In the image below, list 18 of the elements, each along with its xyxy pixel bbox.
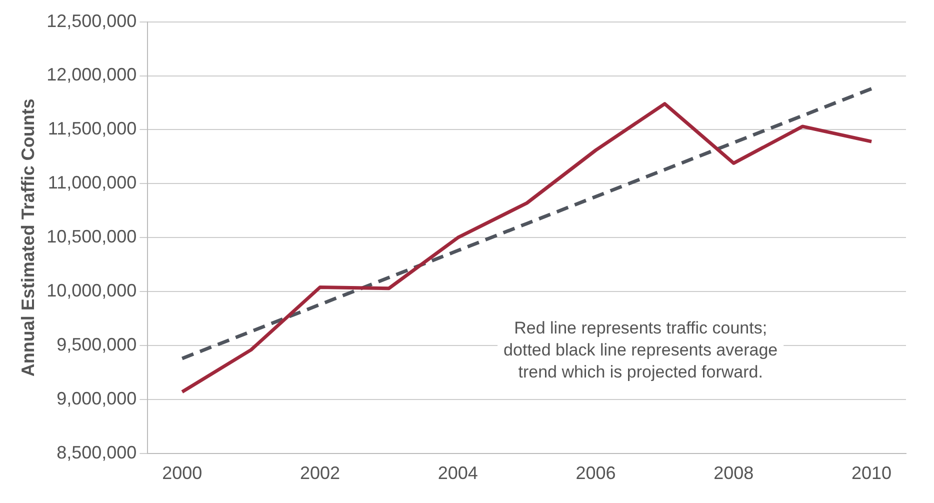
- x-tick-label: 2006: [576, 463, 616, 484]
- y-tick-label: 8,500,000: [56, 442, 137, 462]
- y-tick-label: 10,500,000: [46, 226, 137, 247]
- x-tick-label: 2010: [852, 463, 892, 484]
- y-tick-label: 9,000,000: [56, 388, 137, 408]
- y-tick-label: 12,500,000: [46, 10, 137, 31]
- x-tick-label: 2002: [300, 463, 340, 484]
- y-tick-label: 10,000,000: [46, 280, 137, 301]
- y-tick-label: 11,000,000: [48, 172, 137, 193]
- annotation: Red line represents traffic counts; dotted black line represents average trend which is projected forward.: [504, 318, 778, 382]
- x-tick-label: 2000: [162, 463, 202, 484]
- y-tick-label: 11,500,000: [48, 118, 137, 139]
- line-series: [180, 86, 874, 360]
- y-tick-label: 9,500,000: [56, 334, 137, 354]
- x-tick-label: 2008: [714, 463, 754, 484]
- y-axis-title: Annual Estimated Traffic Counts: [18, 98, 38, 377]
- x-tick-label: 2004: [438, 463, 478, 484]
- y-tick-label: 12,000,000: [46, 64, 137, 85]
